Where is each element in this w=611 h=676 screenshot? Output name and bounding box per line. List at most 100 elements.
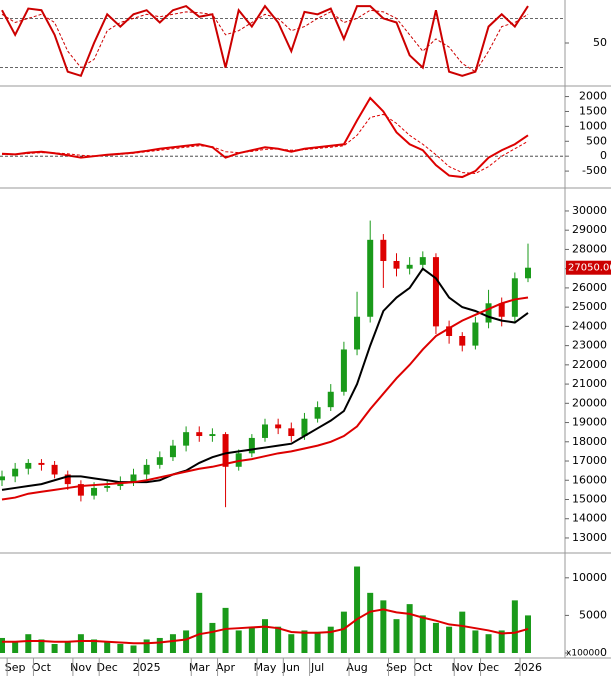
candle-body: [354, 316, 361, 350]
candle-body: [406, 264, 413, 269]
y-tick-label: -500: [582, 164, 607, 177]
x-tick-label: Jun: [282, 661, 300, 674]
candle-body: [262, 424, 268, 438]
y-tick-label: 26000: [572, 281, 607, 294]
x-tick-label: Oct: [32, 661, 52, 674]
y-tick-label: 28000: [572, 242, 607, 255]
volume-bar: [51, 643, 58, 653]
candle-body: [248, 437, 255, 454]
volume-bar: [275, 626, 282, 653]
volume-bar: [301, 630, 308, 653]
candle-body: [169, 445, 176, 458]
volume-bar: [0, 637, 5, 653]
candle-body: [380, 239, 387, 261]
candle-body: [12, 468, 19, 477]
candle-body: [77, 484, 84, 496]
candle-body: [511, 278, 518, 317]
last-value-label: 27050.00: [568, 263, 611, 274]
volume-bar: [104, 641, 111, 653]
volume-bar: [169, 634, 176, 653]
candle-body: [459, 335, 466, 346]
x-tick-label: Nov: [452, 661, 474, 674]
volume-bar: [248, 626, 255, 653]
y-tick-label: 20000: [572, 396, 607, 409]
candle-body: [91, 487, 98, 496]
candle-body: [419, 257, 426, 265]
y-tick-label: 13000: [572, 531, 607, 544]
volume-bar: [196, 592, 203, 653]
volume-bar: [314, 631, 321, 653]
volume-bar: [511, 600, 518, 653]
y-tick-label: 23000: [572, 339, 607, 352]
candle-body: [196, 432, 203, 437]
volume-bar: [525, 615, 531, 653]
candle-body: [485, 303, 492, 323]
x-tick-label: Apr: [216, 661, 236, 674]
candle-body: [340, 349, 347, 392]
candle-body: [64, 474, 71, 485]
volume-bar: [354, 566, 361, 653]
x-tick-label: Jul: [310, 661, 324, 674]
candle-body: [472, 322, 479, 346]
candle-body: [275, 424, 282, 429]
series-line: [1, 4, 529, 78]
x-tick-label: Oct: [413, 661, 433, 674]
volume-bar: [143, 639, 150, 653]
y-tick-label: 0: [600, 646, 607, 659]
volume-bar: [472, 630, 479, 653]
candle-body: [446, 326, 453, 336]
y-tick-label: 1500: [579, 104, 607, 117]
candle-body: [432, 257, 439, 327]
series-line: [1, 96, 529, 179]
candle-body: [288, 428, 295, 437]
series-line: [1, 296, 529, 501]
series-line: [2, 113, 529, 174]
x-tick-label: Nov: [70, 661, 92, 674]
candle-body: [393, 260, 400, 269]
candle-body: [104, 486, 111, 488]
candle-body: [25, 462, 32, 469]
volume-bar: [25, 634, 32, 653]
volume-bar: [498, 630, 505, 653]
volume-bar: [235, 630, 242, 653]
volume-bar: [367, 592, 374, 653]
volume-bar: [432, 622, 439, 653]
y-tick-label: 21000: [572, 377, 607, 390]
y-tick-label: 18000: [572, 435, 607, 448]
volume-bar: [130, 645, 137, 653]
candle-body: [183, 432, 190, 446]
volume-bar: [340, 611, 347, 653]
x-tick-label: Sep: [386, 661, 407, 674]
candle-body: [38, 462, 45, 465]
volume-bar: [288, 634, 295, 653]
volume-bar: [12, 641, 19, 653]
candle-body: [143, 464, 150, 475]
candle-body: [209, 434, 216, 437]
x-tick-label: May: [254, 661, 277, 674]
last-value-box: [566, 260, 611, 275]
y-tick-label: 22000: [572, 358, 607, 371]
volume-bar: [262, 619, 268, 653]
volume-bar: [209, 622, 216, 653]
y-tick-label: 24000: [572, 319, 607, 332]
x-tick-label: Aug: [346, 661, 367, 674]
y-tick-label: 14000: [572, 512, 607, 525]
candle-body: [525, 267, 531, 279]
series-line: [2, 608, 529, 645]
volume-bar: [77, 634, 84, 653]
candle-body: [301, 418, 308, 437]
volume-bar: [117, 643, 124, 653]
y-tick-label: 15000: [572, 492, 607, 505]
volume-bar: [222, 607, 229, 653]
x-tick-label: Dec: [97, 661, 118, 674]
x-tick-label: Sep: [5, 661, 26, 674]
x-tick-label: Mar: [189, 661, 210, 674]
y-tick-label: 2000: [579, 90, 607, 103]
y-tick-label: 5000: [579, 608, 607, 621]
y-tick-label: 16000: [572, 473, 607, 486]
volume-bar: [327, 626, 334, 653]
y-tick-label: 30000: [572, 204, 607, 217]
series-line: [1, 267, 529, 491]
x-tick-label: 2026: [514, 661, 542, 674]
